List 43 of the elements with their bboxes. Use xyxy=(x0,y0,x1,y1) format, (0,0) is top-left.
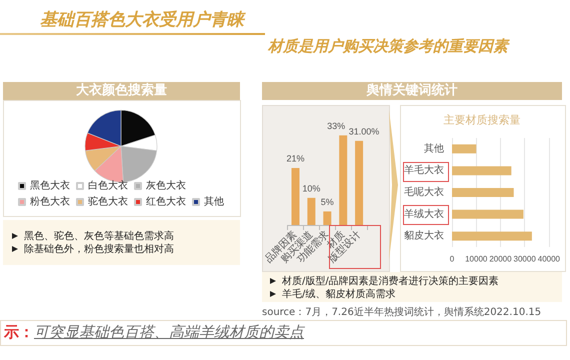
bar xyxy=(355,140,364,225)
x-tick-label: 10000 xyxy=(465,254,488,264)
y-tick-label: 羊毛大衣 xyxy=(404,164,444,176)
text: 示：可突显基础色百搭、高端羊绒材质的卖点 xyxy=(4,323,304,341)
legend-label: 灰色大衣 xyxy=(146,180,186,192)
text: 材质/版型/品牌因素是消费者进行决策的主要因素 xyxy=(282,274,499,288)
text: 舆情关键词统计 xyxy=(262,82,562,100)
data-label: 21% xyxy=(286,154,304,164)
data-label: 33% xyxy=(327,120,346,131)
data-label: 5% xyxy=(320,196,334,207)
bar xyxy=(452,144,476,154)
legend-label: 白色大衣 xyxy=(88,180,128,192)
bar xyxy=(452,188,514,197)
y-tick-label: 貂皮大衣 xyxy=(404,230,444,242)
chart-title: 主要材质搜索量 xyxy=(444,114,520,126)
x-tick-label: 0 xyxy=(450,254,455,264)
text: 材质是用户购买决策参考的重要因素 xyxy=(268,37,508,56)
data-label: 10% xyxy=(302,183,320,194)
legend-label: 其他 xyxy=(204,196,224,208)
y-tick-label: 其他 xyxy=(424,142,444,154)
bar xyxy=(452,210,524,219)
chart-title: 大衣颜色搜索量 xyxy=(3,82,240,100)
bar xyxy=(307,198,316,225)
bar xyxy=(339,135,348,225)
y-tick-label: 羊绒大衣 xyxy=(404,208,444,220)
bar xyxy=(323,211,332,225)
legend-label: 黑色大衣 xyxy=(30,180,70,192)
source-note: source：7月，7.26近半年热搜词统计，舆情系统2022.10.15 xyxy=(262,306,542,319)
legend-label: 粉色大衣 xyxy=(30,196,70,208)
text: 基础百搭色大衣受用户青睐 xyxy=(40,9,244,31)
bar xyxy=(291,168,300,225)
x-tick-label: 20000 xyxy=(489,254,512,264)
data-label: 31.00% xyxy=(348,126,380,136)
legend-label: 驼色大衣 xyxy=(88,196,128,208)
x-tick-label: 30000 xyxy=(514,254,536,264)
legend-label: 红色大衣 xyxy=(146,196,186,208)
text: 黑色、驼色、灰色等基础色需求高 xyxy=(24,230,174,242)
text: 除基础色外，粉色搜索量也相对高 xyxy=(24,242,174,256)
bar xyxy=(452,232,532,241)
text: 羊毛/绒、貂皮材质高需求 xyxy=(282,288,396,300)
y-tick-label: 毛呢大衣 xyxy=(404,186,444,198)
x-tick-label: 40000 xyxy=(538,254,561,264)
bar xyxy=(452,166,512,176)
